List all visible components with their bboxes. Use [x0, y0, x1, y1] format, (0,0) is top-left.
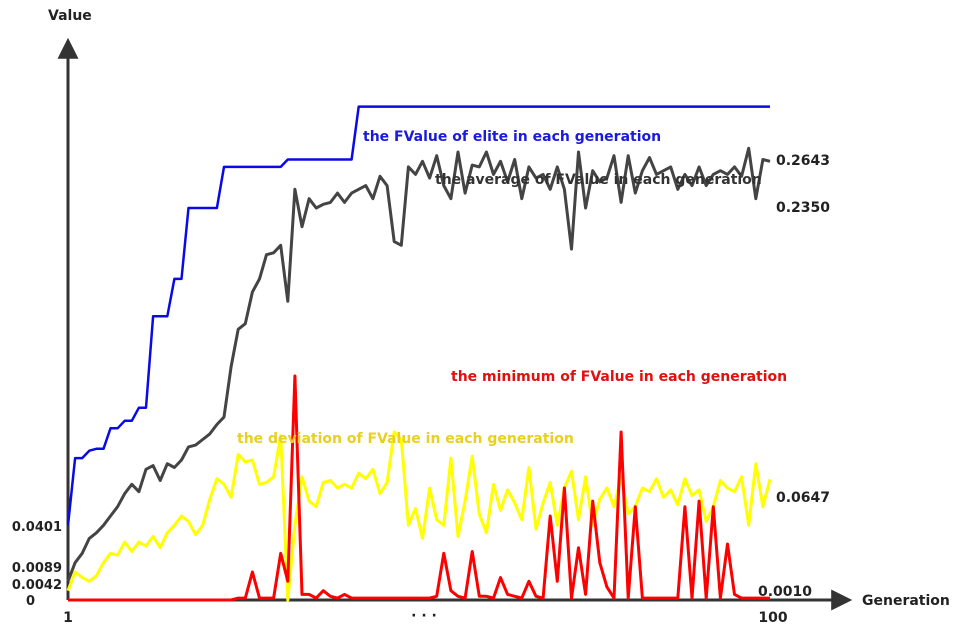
- series-label-average: the average of FValue in each generation: [435, 172, 762, 188]
- end-value-deviation: 0.0647: [776, 490, 830, 506]
- series-line-elite: [66, 105, 770, 526]
- series-label-deviation: the deviation of FValue in each generati…: [237, 431, 574, 447]
- x-tick-label-first: 1: [63, 610, 73, 626]
- end-value-elite: 0.2643: [776, 153, 830, 169]
- series-layer: [66, 105, 772, 602]
- series-label-elite: the FValue of elite in each generation: [363, 129, 661, 145]
- y-tick-label-0.0042: 0.0042: [12, 578, 62, 593]
- series-label-minimum: the minimum of FValue in each generation: [451, 369, 787, 385]
- end-value-average: 0.2350: [776, 200, 830, 216]
- y-axis-label: Value: [48, 8, 92, 24]
- x-axis-ellipsis: · · ·: [411, 608, 437, 624]
- y-tick-label-0.0089: 0.0089: [12, 561, 62, 576]
- y-tick-label-0: 0: [26, 594, 35, 609]
- y-tick-label-0.0401: 0.0401: [12, 520, 62, 535]
- end-value-minimum: 0.0010: [758, 584, 812, 600]
- x-axis-label: Generation: [862, 593, 950, 609]
- series-line-minimum: [68, 374, 770, 602]
- x-tick-label-last: 100: [758, 610, 787, 626]
- series-line-average: [66, 146, 771, 582]
- series-line-deviation: [66, 430, 772, 602]
